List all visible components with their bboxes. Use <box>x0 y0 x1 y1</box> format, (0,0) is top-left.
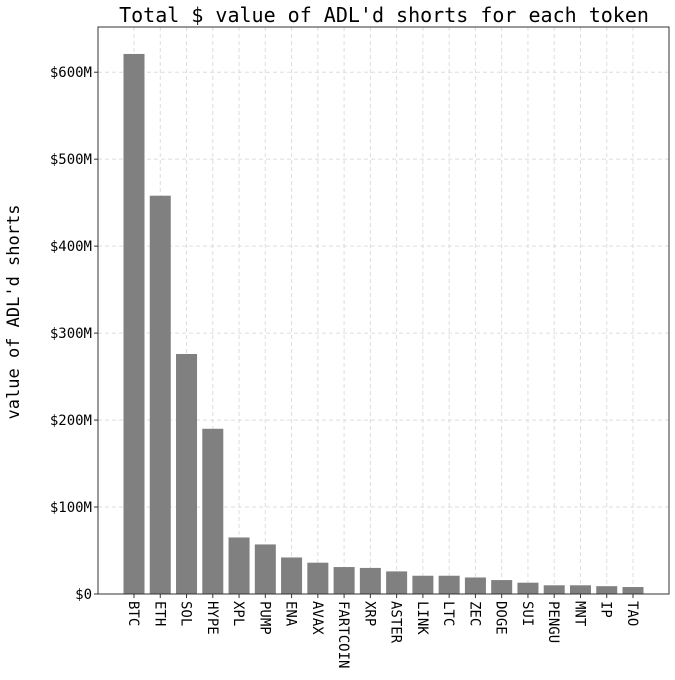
y-tick-label: $0 <box>75 587 92 603</box>
bars <box>123 53 644 594</box>
bar-ltc <box>438 575 460 594</box>
grid-lines <box>98 27 669 595</box>
x-tick-label: SUI <box>519 601 535 626</box>
x-tick-label: ASTER <box>388 601 404 644</box>
y-tick-label: $500M <box>50 152 92 168</box>
x-tick-label: MNT <box>571 601 587 627</box>
y-tick-label: $600M <box>50 65 92 81</box>
y-axis-label: value of ADL'd shorts <box>4 205 24 420</box>
bar-xpl <box>228 537 250 594</box>
y-tick-label: $200M <box>50 413 92 429</box>
bar-pump <box>254 544 276 594</box>
bar-mnt <box>569 585 591 594</box>
x-tick-label: LINK <box>414 601 430 635</box>
bar-avax <box>307 562 329 594</box>
bar-tao <box>622 587 644 594</box>
plot-frame <box>97 26 670 595</box>
x-tick-label: LTC <box>440 601 456 626</box>
x-tick-label: ENA <box>283 601 299 627</box>
x-tick-label: SOL <box>178 601 194 626</box>
bar-sol <box>176 353 198 594</box>
x-tick-label: DOGE <box>493 601 509 635</box>
bar-doge <box>491 580 513 594</box>
chart-title: Total $ value of ADL'd shorts for each t… <box>119 3 649 27</box>
x-tick-label: ZEC <box>466 601 482 626</box>
x-tick-label: BTC <box>125 601 141 626</box>
bar-fartcoin <box>333 567 355 594</box>
x-tick-label: PUMP <box>256 601 272 635</box>
x-tick-label: HYPE <box>204 601 220 635</box>
x-tick-label: ETH <box>151 601 167 626</box>
bar-eth <box>149 195 171 594</box>
bar-xrp <box>359 567 381 594</box>
bar-hype <box>202 428 224 594</box>
bar-pengu <box>543 585 565 594</box>
x-tick-label: TAO <box>624 601 640 626</box>
bar-ip <box>596 586 618 594</box>
bar-zec <box>464 577 486 594</box>
bar-link <box>412 575 434 594</box>
bar-aster <box>386 571 408 594</box>
x-tick-label: XPL <box>230 601 246 626</box>
y-axis-ticks: $0 $100M $200M $300M $400M $500M $600M <box>50 65 98 603</box>
x-tick-label: IP <box>598 601 614 618</box>
x-tick-label: AVAX <box>309 601 325 635</box>
bar-ena <box>281 557 303 594</box>
y-tick-label: $400M <box>50 239 92 255</box>
bar-sui <box>517 582 539 594</box>
x-tick-label: PENGU <box>545 601 561 643</box>
y-tick-label: $300M <box>50 326 92 342</box>
x-tick-label: FARTCOIN <box>335 601 351 668</box>
x-axis-ticks: BTC ETH SOL HYPE XPL PUMP ENA AVAX FARTCOIN XRP AS… <box>125 594 640 668</box>
y-tick-label: $100M <box>50 500 92 516</box>
bar-btc <box>123 53 145 594</box>
x-tick-label: XRP <box>361 601 377 626</box>
